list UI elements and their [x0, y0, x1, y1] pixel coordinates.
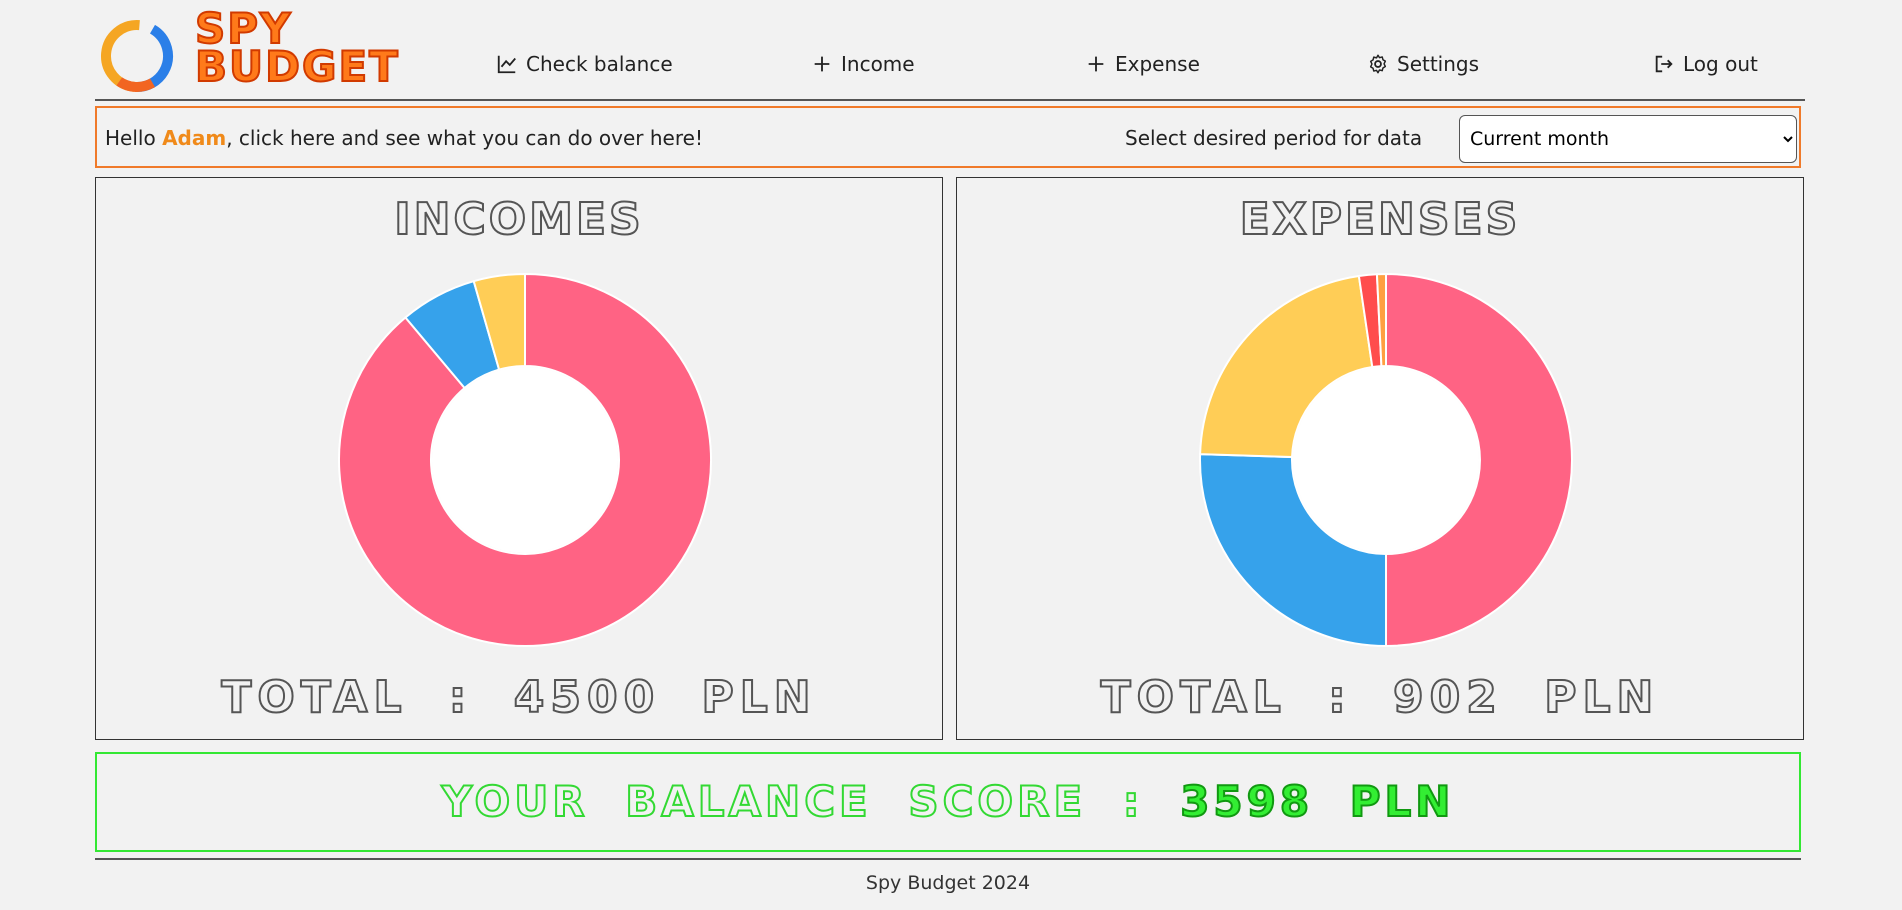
plus-icon: [1088, 56, 1104, 72]
expenses-slice-4[interactable]: [1375, 272, 1387, 368]
incomes-total: TOTAL : 4500 PLN: [96, 671, 942, 724]
plus-icon: [814, 56, 830, 72]
expenses-slice-0[interactable]: [1385, 272, 1573, 648]
logout-icon: [1655, 55, 1673, 73]
expenses-slice-2[interactable]: [1199, 274, 1374, 459]
expenses-panel: EXPENSES TOTAL : 902 PLN: [956, 177, 1804, 740]
expenses-donut-chart[interactable]: [1196, 270, 1576, 650]
header: SPY BUDGET Check balance Income Expense: [95, 0, 1805, 101]
app: SPY BUDGET Check balance Income Expense: [95, 0, 1805, 894]
nav-settings[interactable]: Settings: [1367, 52, 1479, 76]
logo-line-1: SPY: [194, 4, 293, 53]
greeting-suffix: , click here and see what you can do ove…: [226, 126, 703, 150]
balance-score-value: 3598 PLN: [1179, 776, 1455, 827]
chart-line-icon: [497, 55, 516, 74]
greeting-bar: Hello Adam, click here and see what you …: [95, 106, 1801, 168]
nav-income[interactable]: Income: [811, 52, 915, 76]
incomes-donut-chart[interactable]: [335, 270, 715, 650]
footer-divider: [95, 858, 1801, 860]
expenses-total-value: 902 PLN: [1392, 671, 1660, 724]
greeting-prefix: Hello: [105, 126, 163, 150]
expenses-slice-1[interactable]: [1199, 453, 1387, 648]
expenses-title: EXPENSES: [1239, 193, 1521, 246]
incomes-donut-hole: [432, 367, 618, 553]
period-select[interactable]: Current month: [1459, 115, 1797, 163]
nav-check-balance-label: Check balance: [526, 52, 673, 76]
nav-expense-label: Expense: [1115, 52, 1200, 76]
period-label: Select desired period for data: [1125, 126, 1423, 150]
nav-logout-label: Log out: [1683, 52, 1758, 76]
logo-text[interactable]: SPY BUDGET: [194, 4, 400, 91]
logo-line-2: BUDGET: [194, 42, 400, 91]
incomes-title: INCOMES: [393, 193, 644, 246]
incomes-total-label: TOTAL :: [220, 671, 473, 724]
expenses-donut-hole: [1293, 367, 1479, 553]
nav-logout[interactable]: Log out: [1653, 52, 1758, 76]
nav-settings-label: Settings: [1397, 52, 1480, 76]
greeting-user-name: Adam: [162, 126, 227, 150]
footer-text: Spy Budget 2024: [865, 872, 1031, 894]
logo-ring-icon[interactable]: [99, 18, 175, 94]
gear-icon: [1369, 54, 1387, 74]
expenses-total: TOTAL : 902 PLN: [957, 671, 1803, 724]
balance-score-box: YOUR BALANCE SCORE : 3598 PLN: [95, 752, 1801, 852]
expenses-total-label: TOTAL :: [1100, 671, 1352, 724]
greeting-link[interactable]: Hello Adam, click here and see what you …: [105, 126, 703, 150]
incomes-panel: INCOMES TOTAL : 4500 PLN: [95, 177, 943, 740]
nav-income-label: Income: [841, 52, 915, 76]
balance-score-label: YOUR BALANCE SCORE :: [441, 776, 1144, 827]
nav-check-balance[interactable]: Check balance: [496, 52, 673, 76]
incomes-slice-0[interactable]: [338, 272, 712, 647]
incomes-slice-2[interactable]: [472, 272, 526, 371]
incomes-total-value: 4500 PLN: [513, 671, 817, 724]
nav-expense[interactable]: Expense: [1085, 52, 1200, 76]
